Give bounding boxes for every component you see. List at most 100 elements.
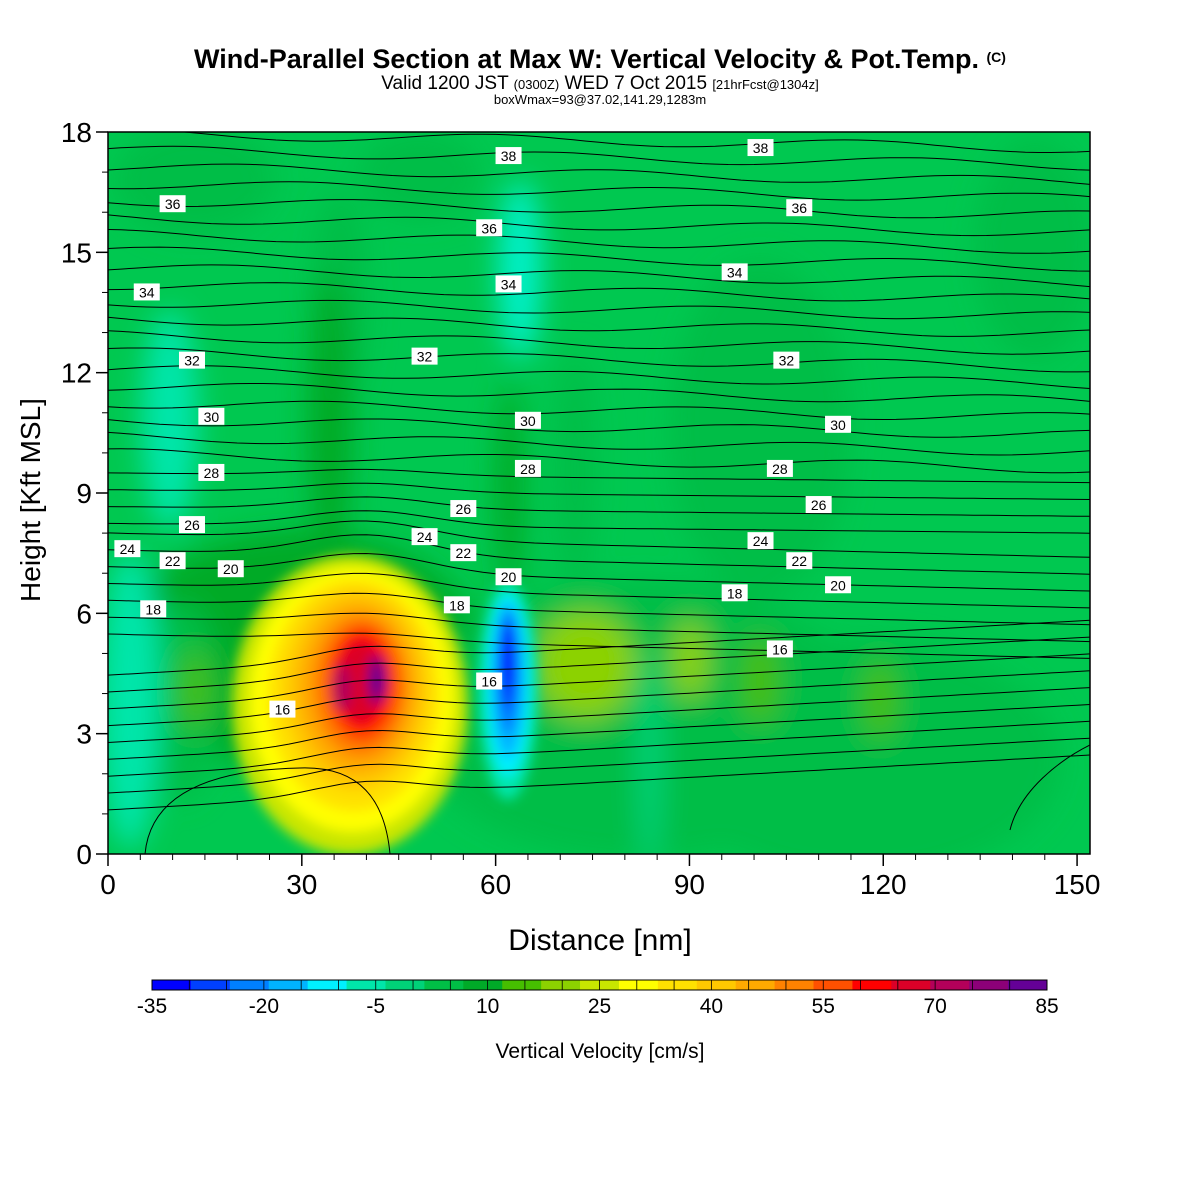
- colorbar-swatch: [229, 980, 270, 990]
- x-tick-label: 30: [286, 869, 317, 900]
- contour-label-text: 24: [120, 541, 136, 557]
- contour-label-text: 24: [417, 529, 433, 545]
- contour-labels: 38 38 36 36 36 34 34 34 32 32 32 30 30 30 28 28 28 26 26 26…: [114, 139, 852, 718]
- theta-contour-line: [108, 468, 1090, 484]
- theta-contour-line: [108, 365, 1090, 389]
- colorbar-swatch: [891, 980, 931, 990]
- contour-label: 16: [766, 640, 793, 658]
- theta-contour-line: [108, 214, 1090, 237]
- contour-label-text: 18: [727, 585, 743, 601]
- contour-label-text: 16: [481, 674, 497, 690]
- contour-label-text: 34: [139, 284, 155, 300]
- colorbar-tick-label: 85: [1035, 995, 1058, 1018]
- theta-contour-line: [108, 572, 1090, 609]
- theta-contour-line: [108, 418, 1090, 438]
- colorbar-tick-label: -20: [249, 995, 279, 1018]
- contour-label-box: [178, 516, 205, 534]
- contour-label-text: 20: [830, 577, 846, 593]
- colorbar-swatch: [268, 980, 309, 990]
- theta-contour-line: [108, 448, 1090, 474]
- contour-label-text: 26: [811, 497, 827, 513]
- contour-label-box: [269, 700, 296, 718]
- patch: [360, 132, 480, 220]
- colorbar-tick-label: 70: [923, 995, 946, 1018]
- theta-contour-line: [108, 619, 1090, 676]
- contour-label-box: [786, 199, 813, 217]
- y-axis-label: Height [Kft MSL]: [15, 398, 46, 602]
- contour-label-text: 36: [791, 200, 807, 216]
- theta-contour-line: [108, 704, 1090, 760]
- colorbar-swatch: [346, 980, 386, 990]
- contour-label-box: [140, 600, 167, 618]
- colorbar-tick-label: -35: [137, 995, 167, 1018]
- y-tick-label: 18: [61, 117, 92, 148]
- contour-label-box: [825, 576, 852, 594]
- colorbar-swatch: [152, 980, 192, 990]
- patch: [670, 260, 850, 600]
- contour-label-text: 22: [791, 553, 807, 569]
- theta-contour-line: [108, 510, 1090, 534]
- contour-label-box: [514, 459, 541, 477]
- contour-label: 18: [443, 596, 470, 614]
- contour-label: 20: [217, 560, 244, 578]
- contour-label: 30: [514, 411, 541, 429]
- theta-contour-line: [108, 299, 1090, 320]
- contour-label: 20: [495, 568, 522, 586]
- theta-contour-line: [108, 229, 1090, 254]
- colorbar-swatch: [696, 980, 737, 990]
- colorbar-tick-label: 10: [476, 995, 499, 1018]
- contour-label-text: 18: [449, 597, 465, 613]
- contour-label: 32: [411, 347, 438, 365]
- contour-label: 22: [159, 552, 186, 570]
- colorbar-swatch: [541, 980, 581, 990]
- colorbar-swatch: [774, 980, 815, 990]
- colorbar-swatch: [463, 980, 503, 990]
- patch: [108, 550, 160, 850]
- patch: [181, 650, 209, 730]
- theta-contour-line: [108, 330, 1090, 355]
- contour-label: 16: [269, 700, 296, 718]
- contour-label-box: [747, 532, 774, 550]
- colorbar-swatch: [657, 980, 698, 990]
- colorbar-swatch: [618, 980, 659, 990]
- contour-label-box: [159, 195, 186, 213]
- colorbar-tick-label: 55: [812, 995, 835, 1018]
- valid-date: WED 7 Oct 2015: [564, 73, 708, 94]
- contour-label: 34: [495, 275, 522, 293]
- contour-label-text: 24: [753, 533, 769, 549]
- contour-label: 24: [411, 528, 438, 546]
- contour-label-box: [411, 528, 438, 546]
- theta-contour-line: [108, 737, 1090, 794]
- contour-label-text: 30: [520, 413, 536, 429]
- patch: [742, 635, 778, 725]
- contour-label-box: [476, 219, 503, 237]
- contour-label: 18: [140, 600, 167, 618]
- y-tick-label: 0: [76, 839, 92, 870]
- y-tick-label: 6: [76, 598, 92, 629]
- colorbar: -35 -20 -5 10 25 40 55 70 85: [137, 979, 1059, 1018]
- contour-label: 24: [114, 540, 141, 558]
- contour-label: 26: [450, 500, 477, 518]
- theta-contour-line: [108, 592, 1090, 626]
- colorbar-swatch: [969, 980, 1009, 990]
- contour-label: 34: [133, 283, 160, 301]
- contour-label-text: 28: [204, 465, 220, 481]
- contour-label-text: 34: [501, 276, 517, 292]
- contour-label-box: [114, 540, 141, 558]
- potential-temperature-contours: [108, 132, 1090, 854]
- downdraft-core: [478, 580, 538, 800]
- contour-label: 22: [786, 552, 813, 570]
- contour-label: 36: [159, 195, 186, 213]
- colorbar-swatch: [307, 980, 348, 990]
- theta-contour-line: [144, 767, 391, 854]
- colorbar-swatch: [424, 980, 464, 990]
- contour-label: 28: [514, 459, 541, 477]
- theta-contour-line: [108, 520, 1090, 558]
- contour-label: 36: [786, 199, 813, 217]
- contour-label-box: [450, 544, 477, 562]
- contour-label-box: [786, 552, 813, 570]
- contour-label: 16: [476, 672, 503, 690]
- contour-label-box: [766, 459, 793, 477]
- valid-prefix: Valid 1200 JST: [381, 73, 509, 94]
- contour-label-box: [805, 496, 832, 514]
